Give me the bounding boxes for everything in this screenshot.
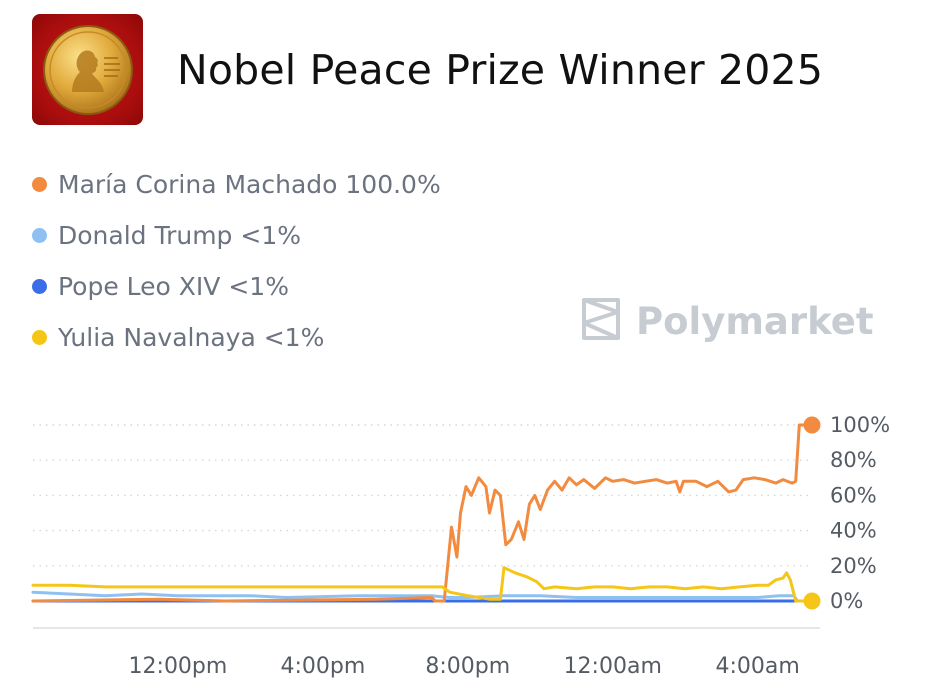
series-line-yulia-navalnaya: [31, 566, 814, 603]
legend-value-navalnaya: <1%: [263, 323, 325, 353]
legend-name-machado: María Corina Machado: [58, 169, 338, 199]
x-tick-label: 12:00pm: [129, 654, 228, 679]
legend-value-trump: <1%: [240, 220, 301, 250]
legend-item-navalnaya: Yulia Navalnaya <1%: [32, 320, 441, 356]
legend-name-navalnaya: Yulia Navalnaya: [58, 323, 256, 353]
end-marker-maria-corina-machado: [803, 416, 821, 434]
watermark-text: Polymarket: [636, 300, 874, 343]
x-tick-label: 4:00am: [715, 654, 799, 679]
x-tick-label: 12:00am: [564, 654, 662, 679]
polymarket-watermark: Polymarket: [580, 296, 874, 347]
legend-item-pope-leo: Pope Leo XIV <1%: [32, 269, 441, 305]
series-end-markers: [803, 416, 821, 610]
chart-title: Nobel Peace Prize Winner 2025: [177, 45, 824, 94]
y-tick-label: 100%: [830, 413, 890, 437]
legend-item-machado: María Corina Machado 100.0%: [32, 166, 441, 202]
y-tick-label: 20%: [830, 554, 877, 578]
x-tick-label: 4:00pm: [280, 654, 365, 679]
legend-name-pope-leo: Pope Leo XIV: [58, 272, 221, 302]
legend-dot-trump: [32, 227, 47, 243]
legend-value-machado: 100.0%: [345, 169, 441, 199]
legend: María Corina Machado 100.0% Donald Trump…: [32, 166, 441, 371]
polymarket-logo-icon: [580, 296, 622, 347]
y-tick-label: 0%: [830, 589, 863, 613]
end-marker-yulia-navalnaya: [803, 592, 821, 610]
y-tick-label: 60%: [830, 483, 877, 507]
legend-dot-navalnaya: [32, 330, 47, 346]
header: Nobel Peace Prize Winner 2025: [32, 14, 823, 125]
x-tick-label: 8:00pm: [425, 654, 510, 679]
nobel-medal-icon: [32, 14, 143, 125]
series-line-donald-trump: [31, 590, 814, 603]
y-tick-label: 40%: [830, 519, 877, 543]
grid-lines: [33, 424, 820, 629]
x-axis-ticks: 12:00pm 4:00pm 8:00pm 12:00am 4:00am: [129, 654, 800, 679]
legend-dot-pope-leo: [32, 279, 47, 295]
legend-dot-machado: [32, 176, 47, 192]
y-tick-label: 80%: [830, 448, 877, 472]
legend-item-trump: Donald Trump <1%: [32, 217, 441, 253]
legend-name-trump: Donald Trump: [58, 220, 233, 250]
series-line-maria-corina-machado: [31, 423, 814, 603]
y-axis-ticks: 100% 80% 60% 40% 20% 0%: [830, 413, 890, 613]
legend-value-pope-leo: <1%: [228, 272, 289, 302]
series-lines: [31, 423, 814, 603]
